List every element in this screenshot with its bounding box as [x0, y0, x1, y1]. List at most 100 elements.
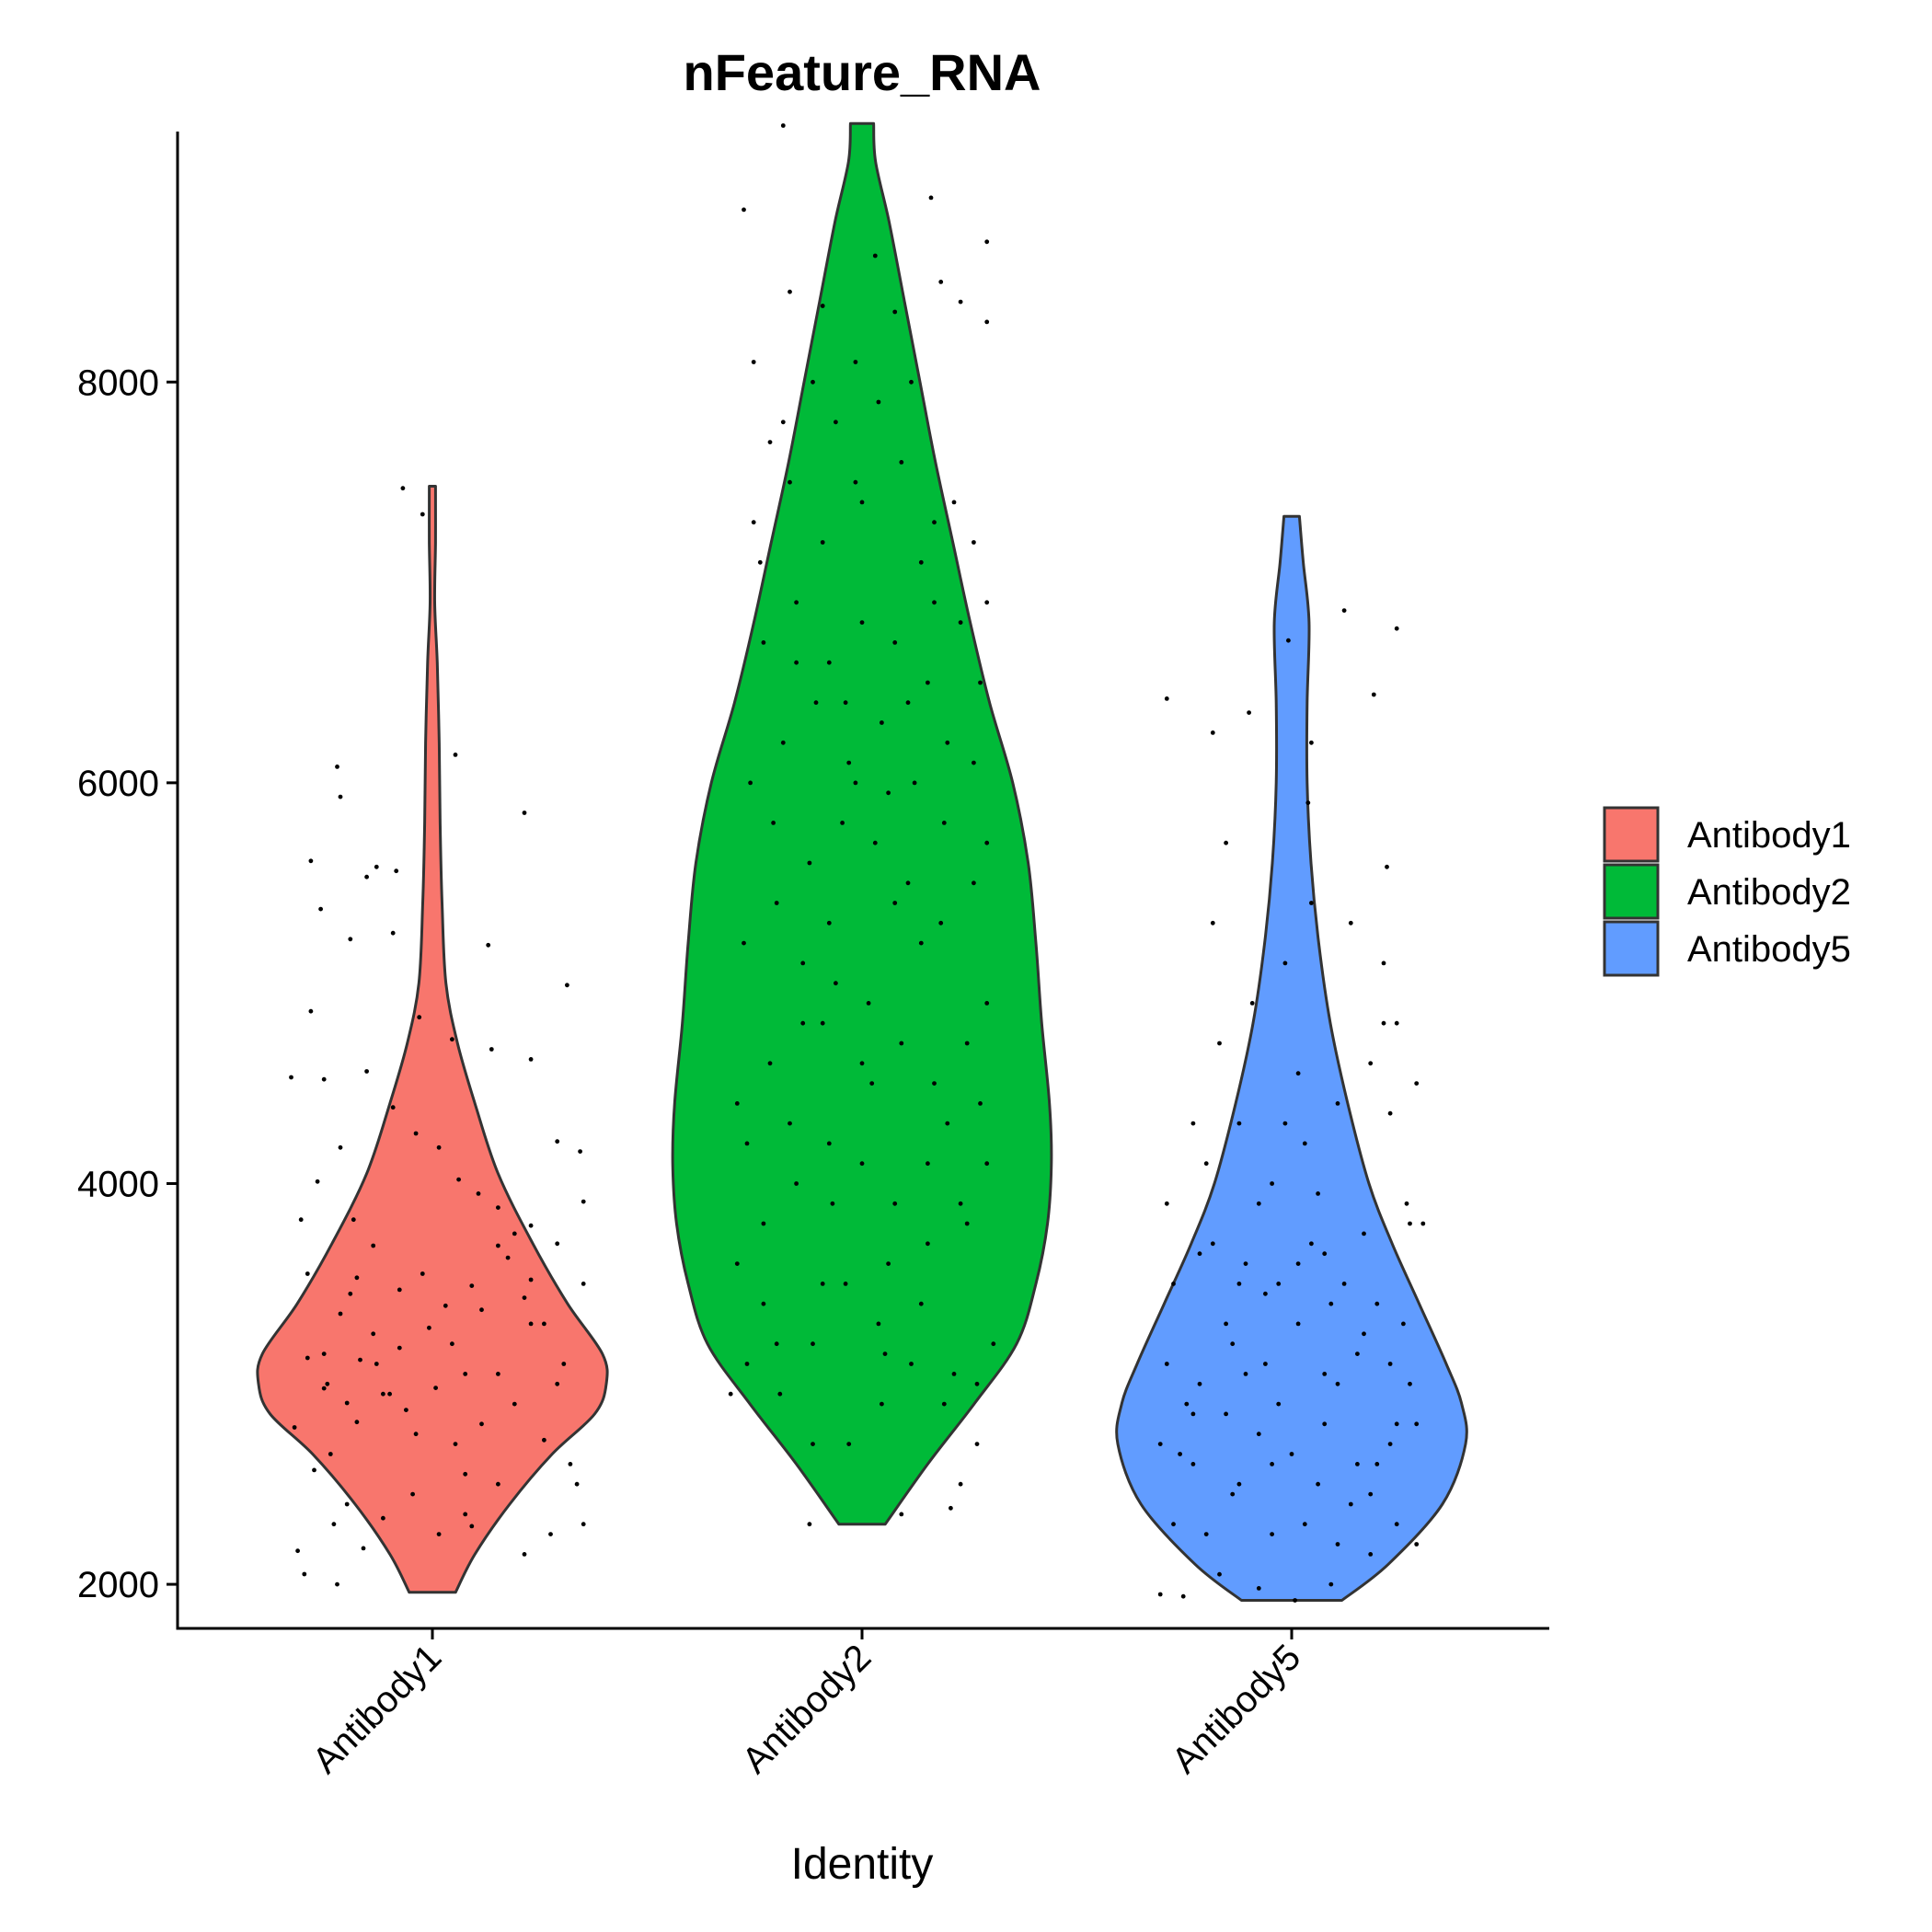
point-antibody5	[1381, 1020, 1386, 1026]
point-antibody5	[1243, 1372, 1248, 1376]
point-antibody5	[1328, 1301, 1334, 1306]
point-antibody2	[811, 379, 815, 385]
point-antibody5	[1322, 1421, 1328, 1427]
point-antibody2	[926, 1241, 930, 1247]
point-antibody1	[528, 1321, 534, 1327]
point-antibody1	[312, 1467, 316, 1473]
point-antibody2	[742, 940, 746, 946]
point-antibody5	[1164, 1362, 1169, 1366]
point-antibody5	[1404, 1201, 1409, 1206]
point-antibody5	[1270, 1462, 1274, 1466]
point-antibody2	[780, 740, 786, 745]
point-antibody5	[1282, 1121, 1288, 1126]
point-antibody1	[371, 1243, 376, 1248]
point-antibody5	[1164, 696, 1169, 701]
y-tick-label: 6000	[77, 764, 159, 804]
point-antibody1	[328, 1452, 333, 1456]
point-antibody5	[1295, 1071, 1301, 1076]
point-antibody1	[574, 1481, 580, 1487]
point-antibody5	[1309, 901, 1314, 905]
point-antibody1	[417, 1015, 422, 1020]
point-antibody1	[496, 1205, 500, 1210]
point-antibody5	[1263, 1362, 1268, 1366]
point-antibody5	[1385, 864, 1389, 869]
point-antibody5	[1368, 1552, 1374, 1557]
point-antibody2	[866, 1001, 871, 1006]
point-antibody2	[777, 1391, 783, 1397]
point-antibody2	[853, 780, 858, 786]
point-antibody1	[542, 1437, 546, 1443]
point-antibody5	[1230, 1491, 1236, 1497]
point-antibody1	[348, 937, 353, 942]
point-antibody2	[892, 309, 898, 315]
violin-antibody5	[1115, 514, 1468, 1602]
point-antibody1	[433, 1386, 438, 1390]
legend-key-antibody1	[1603, 806, 1660, 863]
point-antibody2	[958, 1481, 963, 1487]
point-antibody2	[932, 520, 937, 525]
point-antibody5	[1157, 1442, 1163, 1446]
point-antibody2	[780, 420, 786, 425]
point-antibody1	[489, 1047, 494, 1052]
point-antibody2	[800, 960, 806, 966]
point-antibody1	[578, 1149, 582, 1154]
point-antibody2	[734, 1101, 740, 1106]
point-antibody5	[1157, 1592, 1163, 1597]
point-antibody1	[364, 874, 369, 880]
point-antibody5	[1295, 1321, 1301, 1327]
point-antibody2	[872, 253, 878, 259]
point-antibody1	[568, 1462, 573, 1466]
point-antibody1	[561, 1362, 567, 1366]
point-antibody2	[820, 1282, 825, 1286]
point-antibody1	[410, 1491, 415, 1497]
point-antibody2	[964, 1221, 970, 1226]
point-antibody2	[974, 1381, 980, 1386]
point-antibody2	[859, 1061, 865, 1066]
point-antibody2	[926, 1161, 930, 1167]
point-antibody1	[348, 1291, 353, 1296]
point-antibody2	[826, 660, 832, 665]
point-antibody2	[744, 1362, 750, 1366]
point-antibody5	[1381, 960, 1386, 966]
point-antibody2	[958, 1201, 963, 1206]
point-antibody1	[331, 1522, 337, 1527]
point-antibody1	[321, 1076, 327, 1082]
point-antibody2	[761, 640, 766, 645]
point-antibody1	[361, 1546, 366, 1551]
point-antibody5	[1401, 1321, 1406, 1327]
point-antibody2	[941, 821, 947, 825]
point-antibody1	[453, 753, 458, 757]
point-antibody5	[1203, 1532, 1209, 1536]
point-antibody1	[555, 1381, 560, 1386]
point-antibody5	[1387, 1362, 1393, 1366]
y-tick-label: 8000	[77, 362, 159, 403]
point-antibody1	[528, 1057, 534, 1062]
point-antibody1	[305, 1355, 310, 1361]
point-antibody5	[1293, 1598, 1297, 1603]
point-antibody1	[298, 1217, 304, 1223]
y-tick-label: 4000	[77, 1164, 159, 1204]
point-antibody2	[972, 540, 976, 545]
point-antibody1	[358, 1357, 362, 1363]
x-tick-label: Antibody5	[1164, 1637, 1308, 1781]
point-antibody2	[820, 1020, 825, 1026]
point-antibody5	[1341, 1282, 1347, 1286]
point-antibody1	[463, 1471, 468, 1477]
point-antibody5	[1368, 1491, 1374, 1497]
legend-label: Antibody1	[1687, 815, 1851, 856]
point-antibody5	[1335, 1542, 1340, 1547]
point-antibody1	[469, 1524, 475, 1529]
point-antibody5	[1180, 1593, 1186, 1599]
point-antibody5	[1217, 1041, 1222, 1046]
point-antibody2	[928, 195, 934, 201]
point-antibody1	[308, 858, 314, 864]
point-antibody5	[1236, 1121, 1242, 1126]
point-antibody1	[453, 1442, 458, 1446]
point-antibody1	[512, 1231, 517, 1236]
point-antibody5	[1368, 1061, 1374, 1066]
point-antibody5	[1164, 1201, 1169, 1206]
point-antibody1	[381, 1391, 385, 1397]
point-antibody5	[1171, 1522, 1176, 1527]
point-antibody5	[1203, 1161, 1209, 1167]
point-antibody1	[522, 811, 527, 815]
